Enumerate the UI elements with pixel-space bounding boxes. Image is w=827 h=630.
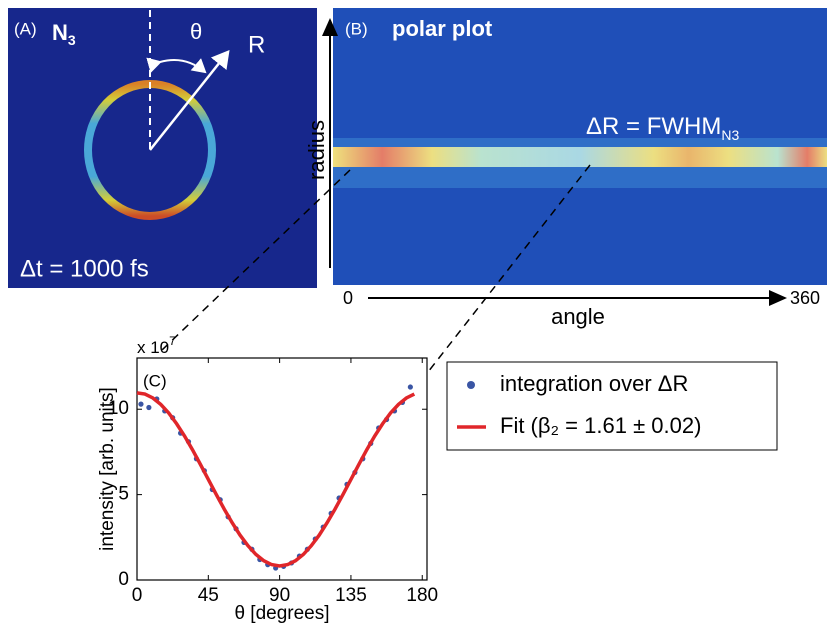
- point: [407, 384, 413, 390]
- legend: [446, 361, 778, 451]
- y-tick-label: 0: [118, 569, 129, 590]
- band: [333, 147, 827, 167]
- image: [8, 8, 317, 288]
- x-axis-label: θ [degrees]: [234, 603, 329, 624]
- delta-r-label: ΔR = FWHMN3: [586, 113, 739, 142]
- title-sub: 3: [68, 32, 76, 48]
- plot-frame: [136, 357, 428, 581]
- point: [138, 401, 144, 407]
- band-highlight: [333, 147, 827, 167]
- x-end: 360: [790, 288, 820, 308]
- y-tick-label: 10: [108, 398, 129, 419]
- title: N: [52, 20, 68, 45]
- panel-label: (A): [14, 19, 37, 38]
- connector: [161, 169, 351, 351]
- x-axis-label: angle: [551, 304, 605, 329]
- x-tick-label: 135: [335, 585, 367, 606]
- panel-label: (C): [143, 371, 167, 390]
- legend-label: Fit (β₂ = 1.61 ± 0.02): [500, 413, 701, 438]
- multiplier-exp: 7: [169, 334, 176, 348]
- x-tick-label: 180: [406, 585, 438, 606]
- panel-a: (A) N3 θ R Δt = 1000 fs: [8, 8, 317, 288]
- panel-c: x 107 (C) intensity [arb. units] θ [degr…: [97, 334, 778, 624]
- panel-b: (B) polar plot ΔR = FWHMN3 radius 0 360 …: [304, 8, 827, 329]
- connector: [427, 164, 591, 373]
- legend-marker: [467, 381, 475, 389]
- x-tick-label: 90: [269, 585, 290, 606]
- r-label: R: [248, 31, 265, 58]
- angle-arrow: [146, 57, 207, 74]
- x-start: 0: [343, 288, 353, 308]
- y-tick-label: 5: [118, 484, 129, 505]
- point: [146, 404, 152, 411]
- x-tick-label: 0: [132, 585, 143, 606]
- multiplier-base: x 10: [137, 338, 169, 357]
- radius-arrow: [149, 50, 230, 151]
- y-axis-label: intensity [arb. units]: [97, 387, 118, 551]
- multiplier: x 107: [137, 334, 176, 357]
- x-tick-label: 45: [198, 585, 219, 606]
- panel-title: N3: [52, 20, 76, 48]
- panel-label: (B): [345, 19, 368, 38]
- theta-label: θ: [190, 19, 202, 44]
- fit-line: [136, 391, 416, 568]
- y-axis-label: radius: [304, 120, 329, 180]
- legend-label: integration over ΔR: [500, 371, 688, 396]
- delay-label: Δt = 1000 fs: [20, 255, 149, 282]
- panel-title: polar plot: [392, 16, 493, 41]
- delta-r-sub: N3: [721, 127, 739, 143]
- delta-r: ΔR = FWHM: [586, 113, 721, 140]
